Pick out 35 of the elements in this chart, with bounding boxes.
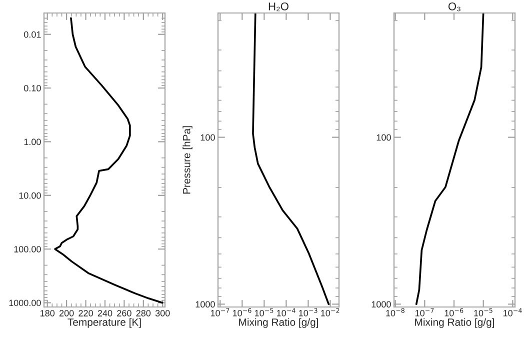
y-tick-label: 1.00 — [24, 138, 41, 146]
y-tick-label: 1000 — [372, 301, 391, 308]
x-tick-label: 10$^{−6}$ — [232, 308, 252, 316]
x-tick-label: 10$^{−2}$ — [321, 308, 340, 316]
x-tick-label: 260 — [117, 310, 132, 316]
x-tick-label: 240 — [98, 310, 112, 316]
y-tick-label: 0.10 — [24, 85, 41, 92]
x-tick-label: 220 — [78, 310, 93, 316]
x-tick-label: 10$^{−6}$ — [444, 308, 464, 316]
y-tick-label: 10.00 — [19, 192, 41, 199]
y-axis-title: Pressure [hPa] — [182, 126, 192, 194]
chart-title: H₂O — [268, 2, 288, 12]
x-tick-label: 280 — [136, 310, 151, 316]
x-tick-label: 10$^{−7}$ — [210, 308, 230, 316]
y-tick-label: 1000.00 — [9, 300, 41, 306]
y-tick-label: 0.01 — [24, 31, 41, 38]
x-tick-label: 10$^{−5}$ — [254, 308, 274, 316]
y-tick-label: 100 — [376, 134, 391, 141]
x-axis-title: Mixing Ratio [g/g] — [239, 318, 318, 328]
x-tick-label: 10$^{−4}$ — [503, 308, 522, 316]
x-tick-label: 10$^{−7}$ — [415, 308, 434, 316]
chart-title: O₃ — [448, 2, 460, 12]
x-tick-label: 10$^{−4}$ — [277, 308, 296, 316]
x-tick-label: 10$^{−3}$ — [299, 308, 318, 316]
y-tick-label: 1000 — [196, 301, 215, 308]
y-tick-label: 100 — [200, 134, 215, 141]
x-tick-label: 10$^{−8}$ — [386, 308, 404, 316]
x-tick-label: 200 — [59, 310, 74, 316]
x-tick-label: 180 — [40, 310, 55, 316]
x-axis-title: Temperature [K] — [68, 318, 141, 328]
y-tick-label: 100.00 — [14, 246, 41, 252]
x-tick-label: 300 — [155, 310, 170, 316]
line-series — [54, 17, 164, 304]
x-tick-label: 10$^{−5}$ — [474, 308, 492, 316]
x-axis-title: Mixing Ratio [g/g] — [415, 318, 494, 328]
